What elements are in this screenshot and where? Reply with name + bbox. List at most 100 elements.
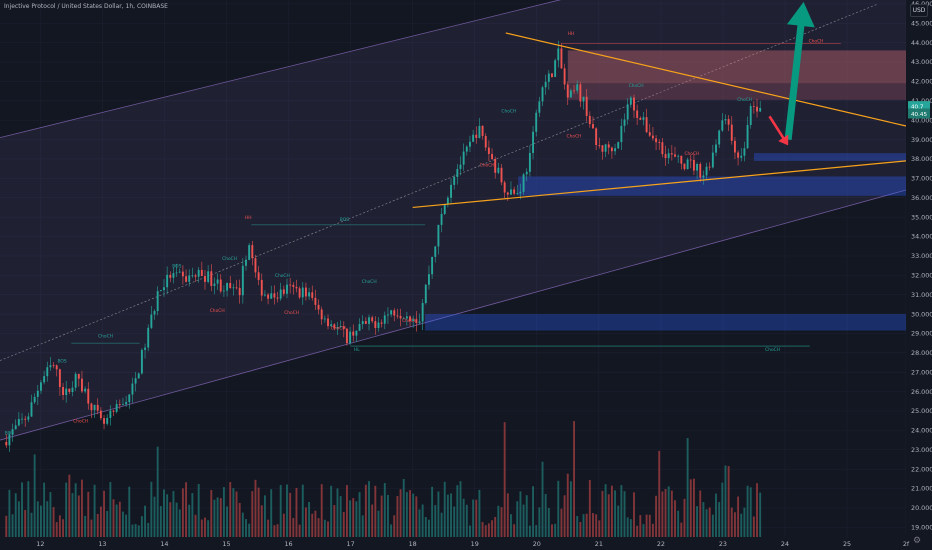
volume-bar <box>222 487 225 537</box>
candle-body <box>718 130 721 145</box>
candle-body <box>551 73 553 77</box>
trendlines <box>412 32 907 209</box>
volume-bar <box>65 482 68 537</box>
volume-bar <box>538 507 541 537</box>
candle-body <box>298 288 301 298</box>
candle-body <box>554 60 557 77</box>
candle-body <box>248 245 251 260</box>
y-tick-label: 40.000 <box>911 116 932 124</box>
candle-body <box>311 292 314 298</box>
volume-bar <box>752 516 755 537</box>
candle-body <box>65 388 68 396</box>
volume-bar <box>349 500 352 537</box>
volume-bar <box>585 513 588 537</box>
volume-bar <box>352 498 355 537</box>
annotation-label: ChoCH <box>629 83 644 89</box>
currency-button[interactable]: USD <box>910 4 928 17</box>
candle-body <box>494 158 497 173</box>
volume-bar <box>181 488 184 537</box>
arrow-up-icon <box>784 1 815 141</box>
candle-body <box>49 365 52 368</box>
candle-body <box>68 388 71 392</box>
volume-bar <box>601 490 604 537</box>
candle-body <box>655 138 658 143</box>
candle-body <box>557 48 560 61</box>
volume-bar <box>664 489 667 537</box>
candle-body <box>58 369 61 387</box>
candle-body <box>617 142 620 149</box>
volume-bar <box>36 501 39 537</box>
y-tick-label: 36.000 <box>911 194 932 202</box>
y-tick-label: 38.000 <box>911 155 932 163</box>
annotation-label: ChoCH <box>331 326 346 332</box>
volume-bar <box>595 514 598 537</box>
candle-body <box>336 327 339 329</box>
y-tick-label: 29.000 <box>911 330 932 338</box>
y-tick-label: 37.000 <box>911 175 932 183</box>
volume-bar <box>49 492 52 537</box>
candle-body <box>516 193 519 195</box>
candle-body <box>241 265 244 296</box>
candle-body <box>178 271 181 273</box>
candle-body <box>756 106 758 112</box>
volume-bar <box>667 486 670 537</box>
volume-bar <box>683 498 686 537</box>
volume-bar <box>469 525 471 537</box>
candle-body <box>134 378 137 384</box>
candle-body <box>377 322 380 328</box>
volume-bar <box>393 515 396 537</box>
volume-bar <box>759 492 762 537</box>
volume-bar <box>115 504 118 537</box>
volume-bar <box>301 484 304 537</box>
candle-body <box>475 134 478 138</box>
volume-bar <box>633 492 635 537</box>
candle-body <box>374 321 377 328</box>
candle-body <box>191 275 194 277</box>
candle-body <box>623 119 626 126</box>
annotation-label: HH <box>568 31 575 37</box>
candle-body <box>30 402 33 417</box>
annotation-label: ChoCH <box>809 39 824 45</box>
annotation-label: BOS <box>172 264 181 270</box>
volume-bar <box>569 481 572 537</box>
candle-body <box>730 124 733 141</box>
volume-bar <box>532 486 534 537</box>
volume-bar <box>610 485 613 537</box>
candle-body <box>355 330 358 336</box>
candle-body <box>62 386 64 396</box>
volume-bar <box>399 489 402 537</box>
gear-icon[interactable]: ⚙ <box>912 536 922 546</box>
candle-body <box>153 311 156 315</box>
y-tick-label: 21.000 <box>911 485 932 493</box>
volume-bar <box>62 519 64 537</box>
volume-bar <box>481 522 484 537</box>
arrows <box>768 1 815 146</box>
candle-body <box>320 309 323 320</box>
level-lines <box>71 43 841 347</box>
volume-bar <box>93 484 96 537</box>
volume-bar <box>554 523 557 537</box>
volume-bar <box>614 490 617 537</box>
candle-body <box>708 166 711 168</box>
candle-body <box>210 271 213 286</box>
volume-bar <box>620 485 623 537</box>
volume-bar <box>418 509 421 537</box>
candle-body <box>648 132 651 136</box>
volume-bar <box>134 524 137 537</box>
volume-bar <box>421 504 424 537</box>
candle-body <box>339 326 342 328</box>
candle-body <box>522 174 525 192</box>
y-tick-label: 41.000 <box>911 97 932 105</box>
volume-bar <box>588 479 591 537</box>
volume-bar <box>251 491 254 537</box>
y-tick-label: 43.000 <box>911 58 932 66</box>
resistance-zone <box>567 50 906 84</box>
candle-body <box>465 146 468 152</box>
candle-body <box>544 81 547 88</box>
annotation-label: ChoCH <box>98 333 113 339</box>
candle-body <box>96 404 99 411</box>
volume-bar <box>497 505 500 537</box>
volume-bar <box>696 506 699 537</box>
